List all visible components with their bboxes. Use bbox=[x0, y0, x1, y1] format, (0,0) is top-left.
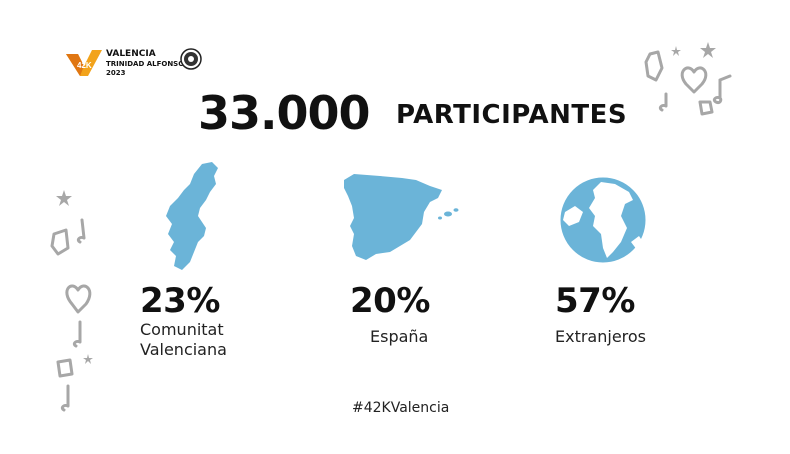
stat-comunitat-valenciana: 23% Comunitat Valenciana bbox=[140, 282, 227, 360]
heart-doodle-icon bbox=[680, 66, 708, 94]
doodle-icon bbox=[56, 358, 74, 378]
hashtag: #42KValencia bbox=[352, 400, 450, 416]
badge-text: 42K bbox=[77, 61, 92, 70]
music-note-doodle-icon bbox=[712, 74, 732, 104]
logo-line-valencia: VALENCIA bbox=[106, 49, 156, 59]
star-doodle-icon bbox=[56, 190, 72, 206]
stat-percent: 23% bbox=[140, 281, 220, 321]
doodle-cluster-top-right bbox=[644, 42, 732, 116]
star-doodle-icon bbox=[83, 354, 93, 364]
globe-icon bbox=[557, 174, 649, 266]
stat-percent: 20% bbox=[350, 281, 430, 321]
music-note-doodle-icon bbox=[60, 384, 70, 412]
stat-label: Extranjeros bbox=[555, 327, 647, 346]
doodle-icon bbox=[50, 228, 70, 256]
star-doodle-icon bbox=[671, 46, 681, 56]
comunitat-valenciana-map-icon bbox=[166, 162, 218, 270]
participants-count: 33.000 bbox=[198, 86, 371, 140]
spain-map-icon bbox=[344, 174, 459, 260]
heart-doodle-icon bbox=[65, 284, 92, 314]
participants-label: PARTICIPANTES bbox=[396, 100, 628, 130]
event-logo: 42K VALENCIA TRINIDAD ALFONSO 2023 bbox=[64, 46, 204, 82]
music-note-doodle-icon bbox=[658, 92, 668, 112]
star-doodle-icon bbox=[700, 42, 716, 58]
doodle-icon bbox=[698, 100, 714, 116]
logo-line-trinidad: TRINIDAD ALFONSO bbox=[106, 60, 185, 68]
doodle-cluster-left bbox=[50, 190, 93, 412]
music-note-doodle-icon bbox=[76, 218, 86, 244]
stat-percent: 57% bbox=[555, 281, 635, 321]
seal-icon bbox=[180, 48, 202, 70]
stat-label: España bbox=[370, 327, 429, 346]
stat-label-line2: Valenciana bbox=[140, 340, 227, 359]
music-note-doodle-icon bbox=[72, 320, 82, 348]
doodle-icon bbox=[644, 50, 664, 82]
stat-extranjeros: 57% Extranjeros bbox=[555, 282, 646, 347]
headline: 33.000 PARTICIPANTES bbox=[198, 86, 658, 146]
logo-line-year: 2023 bbox=[106, 69, 126, 77]
42k-badge-icon: 42K bbox=[66, 50, 102, 76]
stat-espana: 20% España bbox=[350, 282, 430, 347]
stat-label: Comunitat bbox=[140, 320, 224, 339]
